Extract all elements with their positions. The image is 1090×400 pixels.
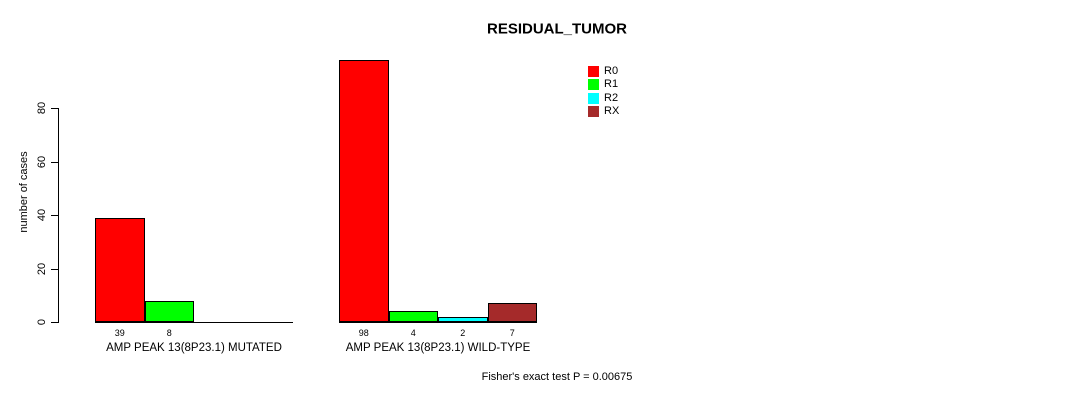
legend-swatch <box>588 105 599 117</box>
stat-annotation: Fisher's exact test P = 0.00675 <box>481 371 633 383</box>
group-baseline <box>95 322 293 323</box>
bar <box>388 311 438 322</box>
y-axis-tick <box>51 268 58 270</box>
legend-swatch <box>588 66 599 77</box>
legend-label: R1 <box>604 78 619 91</box>
chart-title: RESIDUAL_TUMOR <box>486 20 628 38</box>
legend-swatch <box>588 92 599 104</box>
legend-label: RX <box>604 104 620 117</box>
y-axis-tick-label: 40 <box>36 209 48 222</box>
y-axis-tick-label: 80 <box>36 102 48 115</box>
bar <box>487 303 537 322</box>
legend-label: R0 <box>604 65 619 77</box>
y-axis-tick <box>51 108 58 110</box>
bar <box>144 300 194 322</box>
y-axis-tick <box>51 161 58 163</box>
bar <box>438 316 488 322</box>
bar-value-label: 98 <box>358 328 369 338</box>
y-axis-tick-label: 20 <box>36 262 48 275</box>
bar-value-label: 39 <box>114 328 125 338</box>
y-axis-tick <box>51 215 58 217</box>
bar-value-label: 2 <box>460 328 466 338</box>
legend-swatch <box>588 79 599 91</box>
y-axis-line <box>58 108 59 323</box>
legend-label: R2 <box>604 91 619 104</box>
y-axis-tick-label: 60 <box>36 155 48 168</box>
group-label: AMP PEAK 13(8P23.1) WILD-TYPE <box>345 342 531 354</box>
y-axis-tick <box>51 322 58 323</box>
bar-value-label: 7 <box>509 328 515 338</box>
bar-value-label: 8 <box>166 328 172 338</box>
group-baseline <box>339 322 537 323</box>
bar-value-label: 4 <box>410 328 416 338</box>
y-axis-tick-label: 0 <box>36 318 48 326</box>
bar <box>339 60 389 322</box>
bar <box>95 217 145 322</box>
group-label: AMP PEAK 13(8P23.1) MUTATED <box>106 342 282 354</box>
